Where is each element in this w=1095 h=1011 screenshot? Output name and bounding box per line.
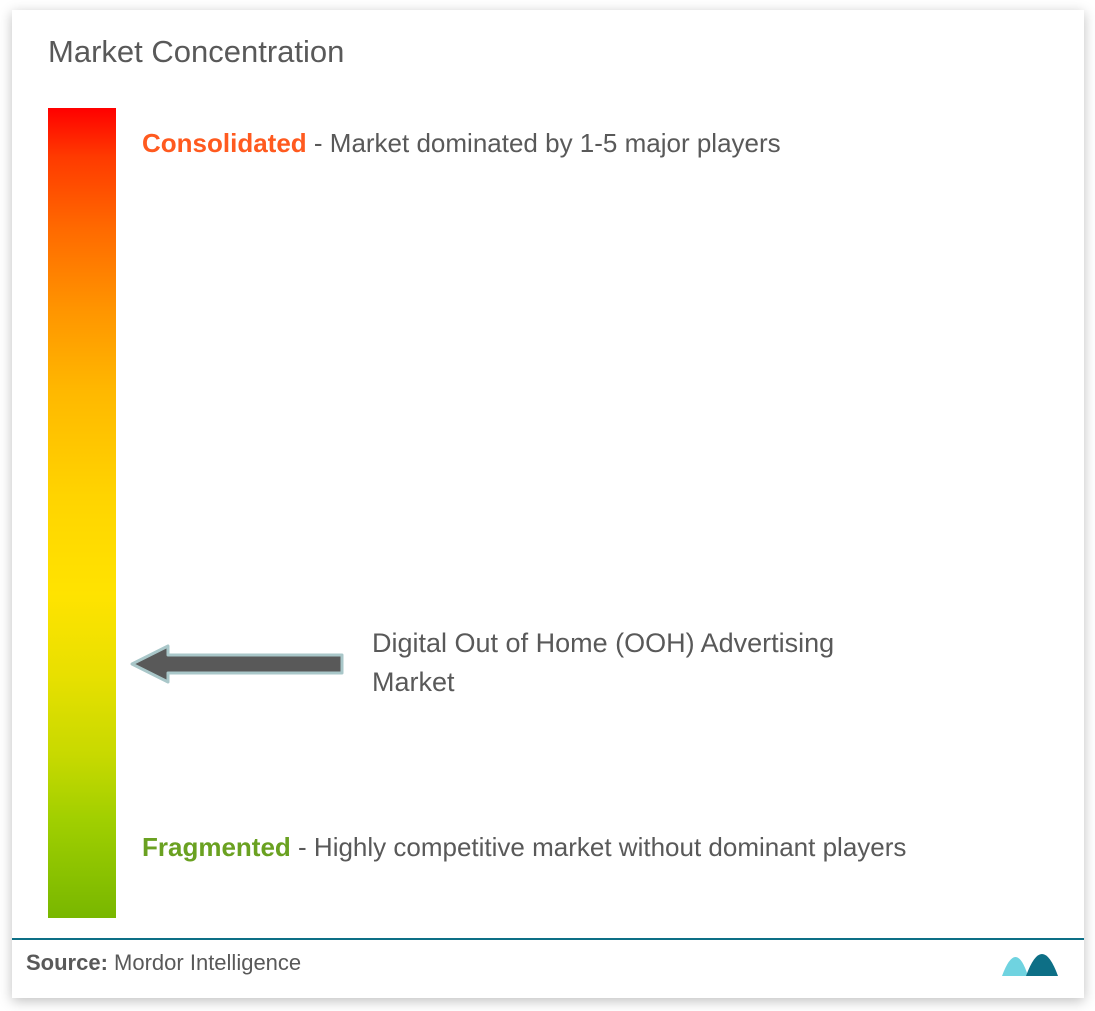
logo-left-wave (1002, 957, 1028, 976)
fragmented-label: Fragmented (142, 832, 291, 862)
consolidated-caption: Consolidated - Market dominated by 1-5 m… (142, 128, 1054, 159)
source-attribution: Source: Mordor Intelligence (26, 950, 301, 976)
dash-separator: - (307, 128, 330, 158)
market-name-label: Digital Out of Home (OOH) Advertising Ma… (372, 624, 912, 702)
consolidated-description: Market dominated by 1-5 major players (330, 128, 781, 158)
source-name: Mordor Intelligence (114, 950, 301, 975)
infographic-card: Market Concentration Consolidated - Mark… (12, 10, 1084, 998)
concentration-gradient-bar (48, 108, 116, 918)
dash-separator: - (291, 832, 314, 862)
logo-right-wave (1026, 954, 1058, 976)
footer-divider (12, 938, 1084, 940)
marker-arrow (128, 642, 358, 686)
page-title: Market Concentration (48, 34, 344, 70)
left-arrow-icon (132, 646, 342, 682)
consolidated-label: Consolidated (142, 128, 307, 158)
source-prefix: Source: (26, 950, 108, 975)
fragmented-caption: Fragmented - Highly competitive market w… (142, 832, 1054, 863)
fragmented-description: Highly competitive market without domina… (314, 832, 906, 862)
brand-logo-icon (996, 930, 1066, 980)
